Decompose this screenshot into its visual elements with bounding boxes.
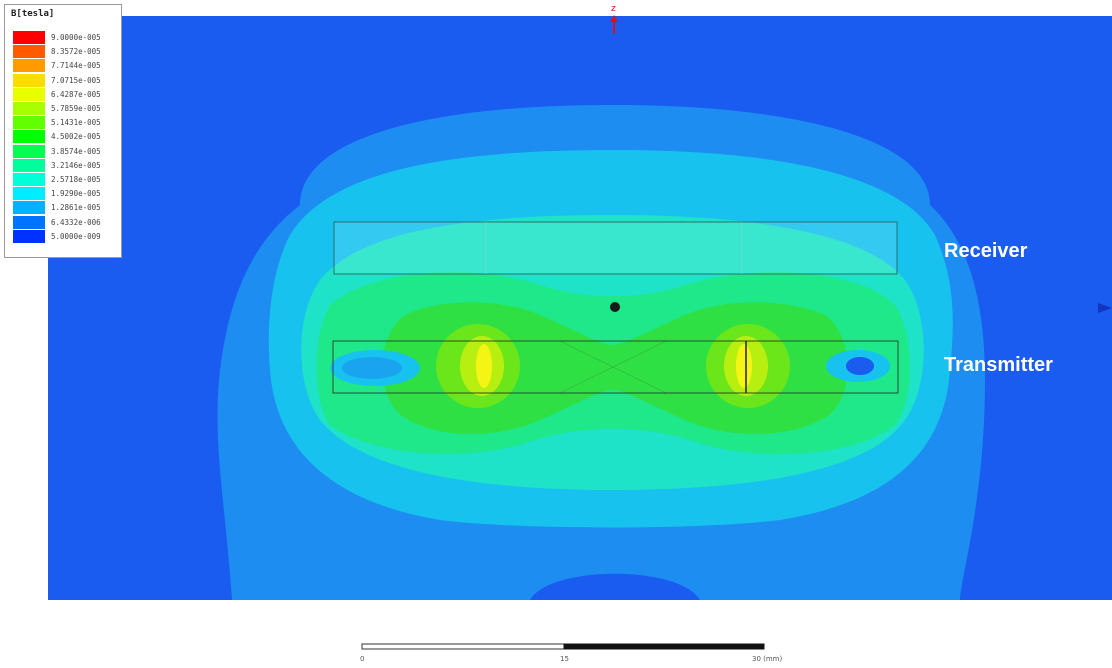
legend-label: 5.7859e-005 [51,104,101,113]
legend-title: B[tesla] [11,9,55,19]
color-legend: B[tesla] 9.0000e-005 8.3572e-005 7.7144e-0… [4,4,122,258]
legend-label: 5.0000e-009 [51,231,101,241]
legend-swatch [13,144,45,158]
scale-bar-black [563,643,765,650]
legend-label: 2.5718e-005 [51,175,101,184]
legend-label: 3.8574e-005 [51,146,101,156]
transmitter-coil [332,340,899,394]
legend-label: 1.9290e-005 [51,189,101,199]
scale-tick-0: 0 [360,655,365,663]
legend-swatch [13,87,45,101]
legend-swatch [13,31,45,44]
legend-label: 6.4287e-005 [51,89,101,99]
x-axis-arrow-icon [1098,303,1112,313]
legend-swatch [13,201,45,215]
legend-swatch [13,173,45,186]
legend-label: 9.0000e-005 [51,33,101,42]
legend-swatch [13,116,45,130]
scale-bar-white [361,643,565,650]
legend-label: 4.5002e-005 [51,132,101,142]
legend-swatch [13,59,45,73]
center-point [610,302,620,312]
legend-swatch [13,215,45,229]
legend-label: 1.2861e-005 [51,203,101,213]
legend-swatch [13,187,45,201]
legend-label: 8.3572e-005 [51,47,101,57]
scale-tick-2: 30 (mm) [752,655,783,663]
transmitter-inner-right-core [846,357,874,375]
legend-swatch [13,102,45,115]
legend-label: 6.4332e-006 [51,217,101,227]
legend-swatch [13,158,45,172]
transmitter-cross-2 [559,340,667,394]
legend-swatch [13,229,45,243]
transmitter-label: Transmitter [944,354,1053,376]
scale-tick-1: 15 [560,655,569,663]
legend-label: 7.0715e-005 [51,75,101,85]
legend-label: 5.1431e-005 [51,118,101,128]
legend-swatch [13,45,45,59]
transmitter-inner-left-core [342,357,402,379]
z-axis-label: z [611,4,616,14]
transmitter-cross-1 [559,340,667,394]
contour-level-8-left [476,344,492,388]
z-axis-arrow [610,15,618,22]
legend-swatch [13,73,45,87]
receiver-label: Receiver [944,240,1028,262]
receiver-coil [333,221,898,275]
legend-label: 7.7144e-005 [51,61,101,71]
contour-level-8-right [736,344,752,388]
legend-swatch [13,130,45,144]
legend-label: 3.2146e-005 [51,160,101,170]
